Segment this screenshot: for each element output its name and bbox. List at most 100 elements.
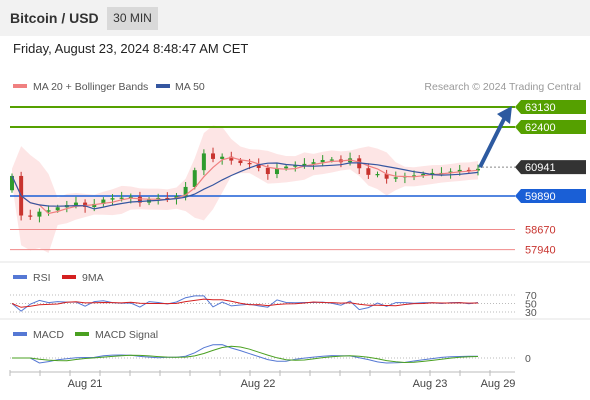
forecast-arrow-shaft: [478, 116, 507, 169]
bollinger-band-area: [12, 125, 478, 254]
candle-body: [192, 170, 197, 187]
candle: [476, 164, 480, 176]
candle-body: [311, 162, 316, 164]
level-label: 62400: [525, 122, 556, 134]
rsi-level-label: 30: [525, 307, 537, 319]
rsi-line: [11, 295, 479, 312]
candle-body: [284, 166, 289, 169]
chart-header: Bitcoin / USD 30 MIN: [0, 0, 590, 36]
candle: [229, 151, 234, 165]
candle: [375, 171, 380, 178]
research-credit: Research © 2024 Trading Central: [424, 81, 581, 93]
bollinger-band: [12, 125, 478, 254]
candle: [28, 209, 33, 220]
instrument-title: Bitcoin / USD: [10, 10, 99, 26]
ma20-legend-swatch: [13, 84, 27, 88]
candle: [37, 208, 42, 223]
candle-body: [119, 197, 124, 199]
price-level-60941: 60941: [478, 160, 586, 175]
candle: [165, 192, 170, 203]
candle-body: [265, 167, 270, 175]
ma20-legend-label: MA 20 + Bollinger Bands: [33, 81, 148, 93]
candle: [430, 168, 435, 179]
chart-datetime: Friday, August 23, 2024 8:48:47 AM CET: [13, 41, 249, 56]
price-level-58670: 58670: [10, 225, 556, 237]
level-label: 58670: [525, 225, 556, 237]
level-pill: [515, 100, 586, 114]
forecast-arrow-head: [497, 106, 512, 124]
candle: [302, 158, 307, 169]
candle-body: [128, 196, 133, 199]
candle-body: [457, 169, 462, 172]
macd-signal-legend-label: MACD Signal: [95, 329, 158, 341]
candle-body: [183, 186, 188, 197]
candle-body: [46, 210, 51, 212]
rsi-ma-line: [11, 298, 479, 308]
candle-body: [302, 163, 307, 166]
candle: [384, 169, 389, 184]
candle-body: [211, 153, 216, 159]
price-level-63130: 63130: [10, 100, 586, 114]
candle-body: [28, 215, 33, 217]
ma20-line: [11, 156, 479, 215]
candle-body: [201, 153, 206, 171]
candle: [192, 167, 197, 190]
ma50-line: [11, 162, 479, 210]
candle-body: [320, 160, 325, 163]
candle-body: [384, 174, 389, 179]
level-pill: [515, 120, 586, 135]
candle-body: [375, 174, 380, 176]
candle-body: [476, 168, 480, 171]
candle-body: [412, 175, 417, 177]
x-tick-label: Aug 22: [241, 378, 276, 390]
level-label: 60941: [525, 162, 556, 174]
rsi-legend-label: RSI: [33, 272, 51, 284]
level-label: 59890: [525, 191, 556, 203]
rsi-level-label: 70: [525, 290, 537, 302]
candle-body: [293, 165, 298, 167]
candle-body: [165, 197, 170, 200]
timeframe-badge[interactable]: 30 MIN: [107, 7, 158, 30]
macd-line: [12, 344, 478, 364]
candle-body: [55, 207, 60, 211]
level-pill: [515, 189, 586, 203]
candle-body: [448, 171, 453, 173]
candle-body: [421, 174, 426, 176]
rsi-ma-legend-label: 9MA: [82, 272, 104, 284]
x-tick-label: Aug 29: [481, 378, 516, 390]
candle: [466, 167, 471, 173]
rsi-ma-legend-swatch: [62, 275, 76, 279]
price-level-59890: 59890: [10, 189, 586, 203]
price-levels: 63130 62400 60941 59890 58670 57940: [10, 100, 586, 257]
candle: [320, 155, 325, 167]
candle: [293, 161, 298, 172]
macd-signal-legend-swatch: [75, 332, 89, 336]
candle: [274, 163, 279, 179]
macd-legend-label: MACD: [33, 329, 64, 341]
candle: [201, 149, 206, 176]
macd-signal-line: [12, 345, 479, 364]
candle-body: [366, 168, 371, 175]
ma50-legend-label: MA 50: [175, 81, 205, 93]
candle-body: [393, 177, 398, 179]
rsi-legend-swatch: [13, 275, 27, 279]
ma50-legend-swatch: [156, 84, 170, 88]
candle-body: [83, 202, 88, 207]
price-level-57940: 57940: [10, 245, 556, 257]
candle-body: [37, 211, 42, 217]
macd-level-label: 0: [525, 353, 531, 365]
candle-body: [247, 163, 252, 165]
candle-body: [466, 169, 471, 172]
candle-body: [137, 196, 142, 203]
candle-body: [274, 168, 279, 175]
candle-body: [92, 203, 97, 207]
macd-legend-swatch: [13, 332, 27, 336]
candle-body: [110, 198, 115, 200]
candle-body: [73, 202, 78, 206]
candle-body: [238, 160, 243, 164]
candle-body: [329, 159, 334, 161]
x-tick-label: Aug 21: [68, 378, 103, 390]
price-level-62400: 62400: [10, 120, 586, 135]
level-label: 57940: [525, 245, 556, 257]
